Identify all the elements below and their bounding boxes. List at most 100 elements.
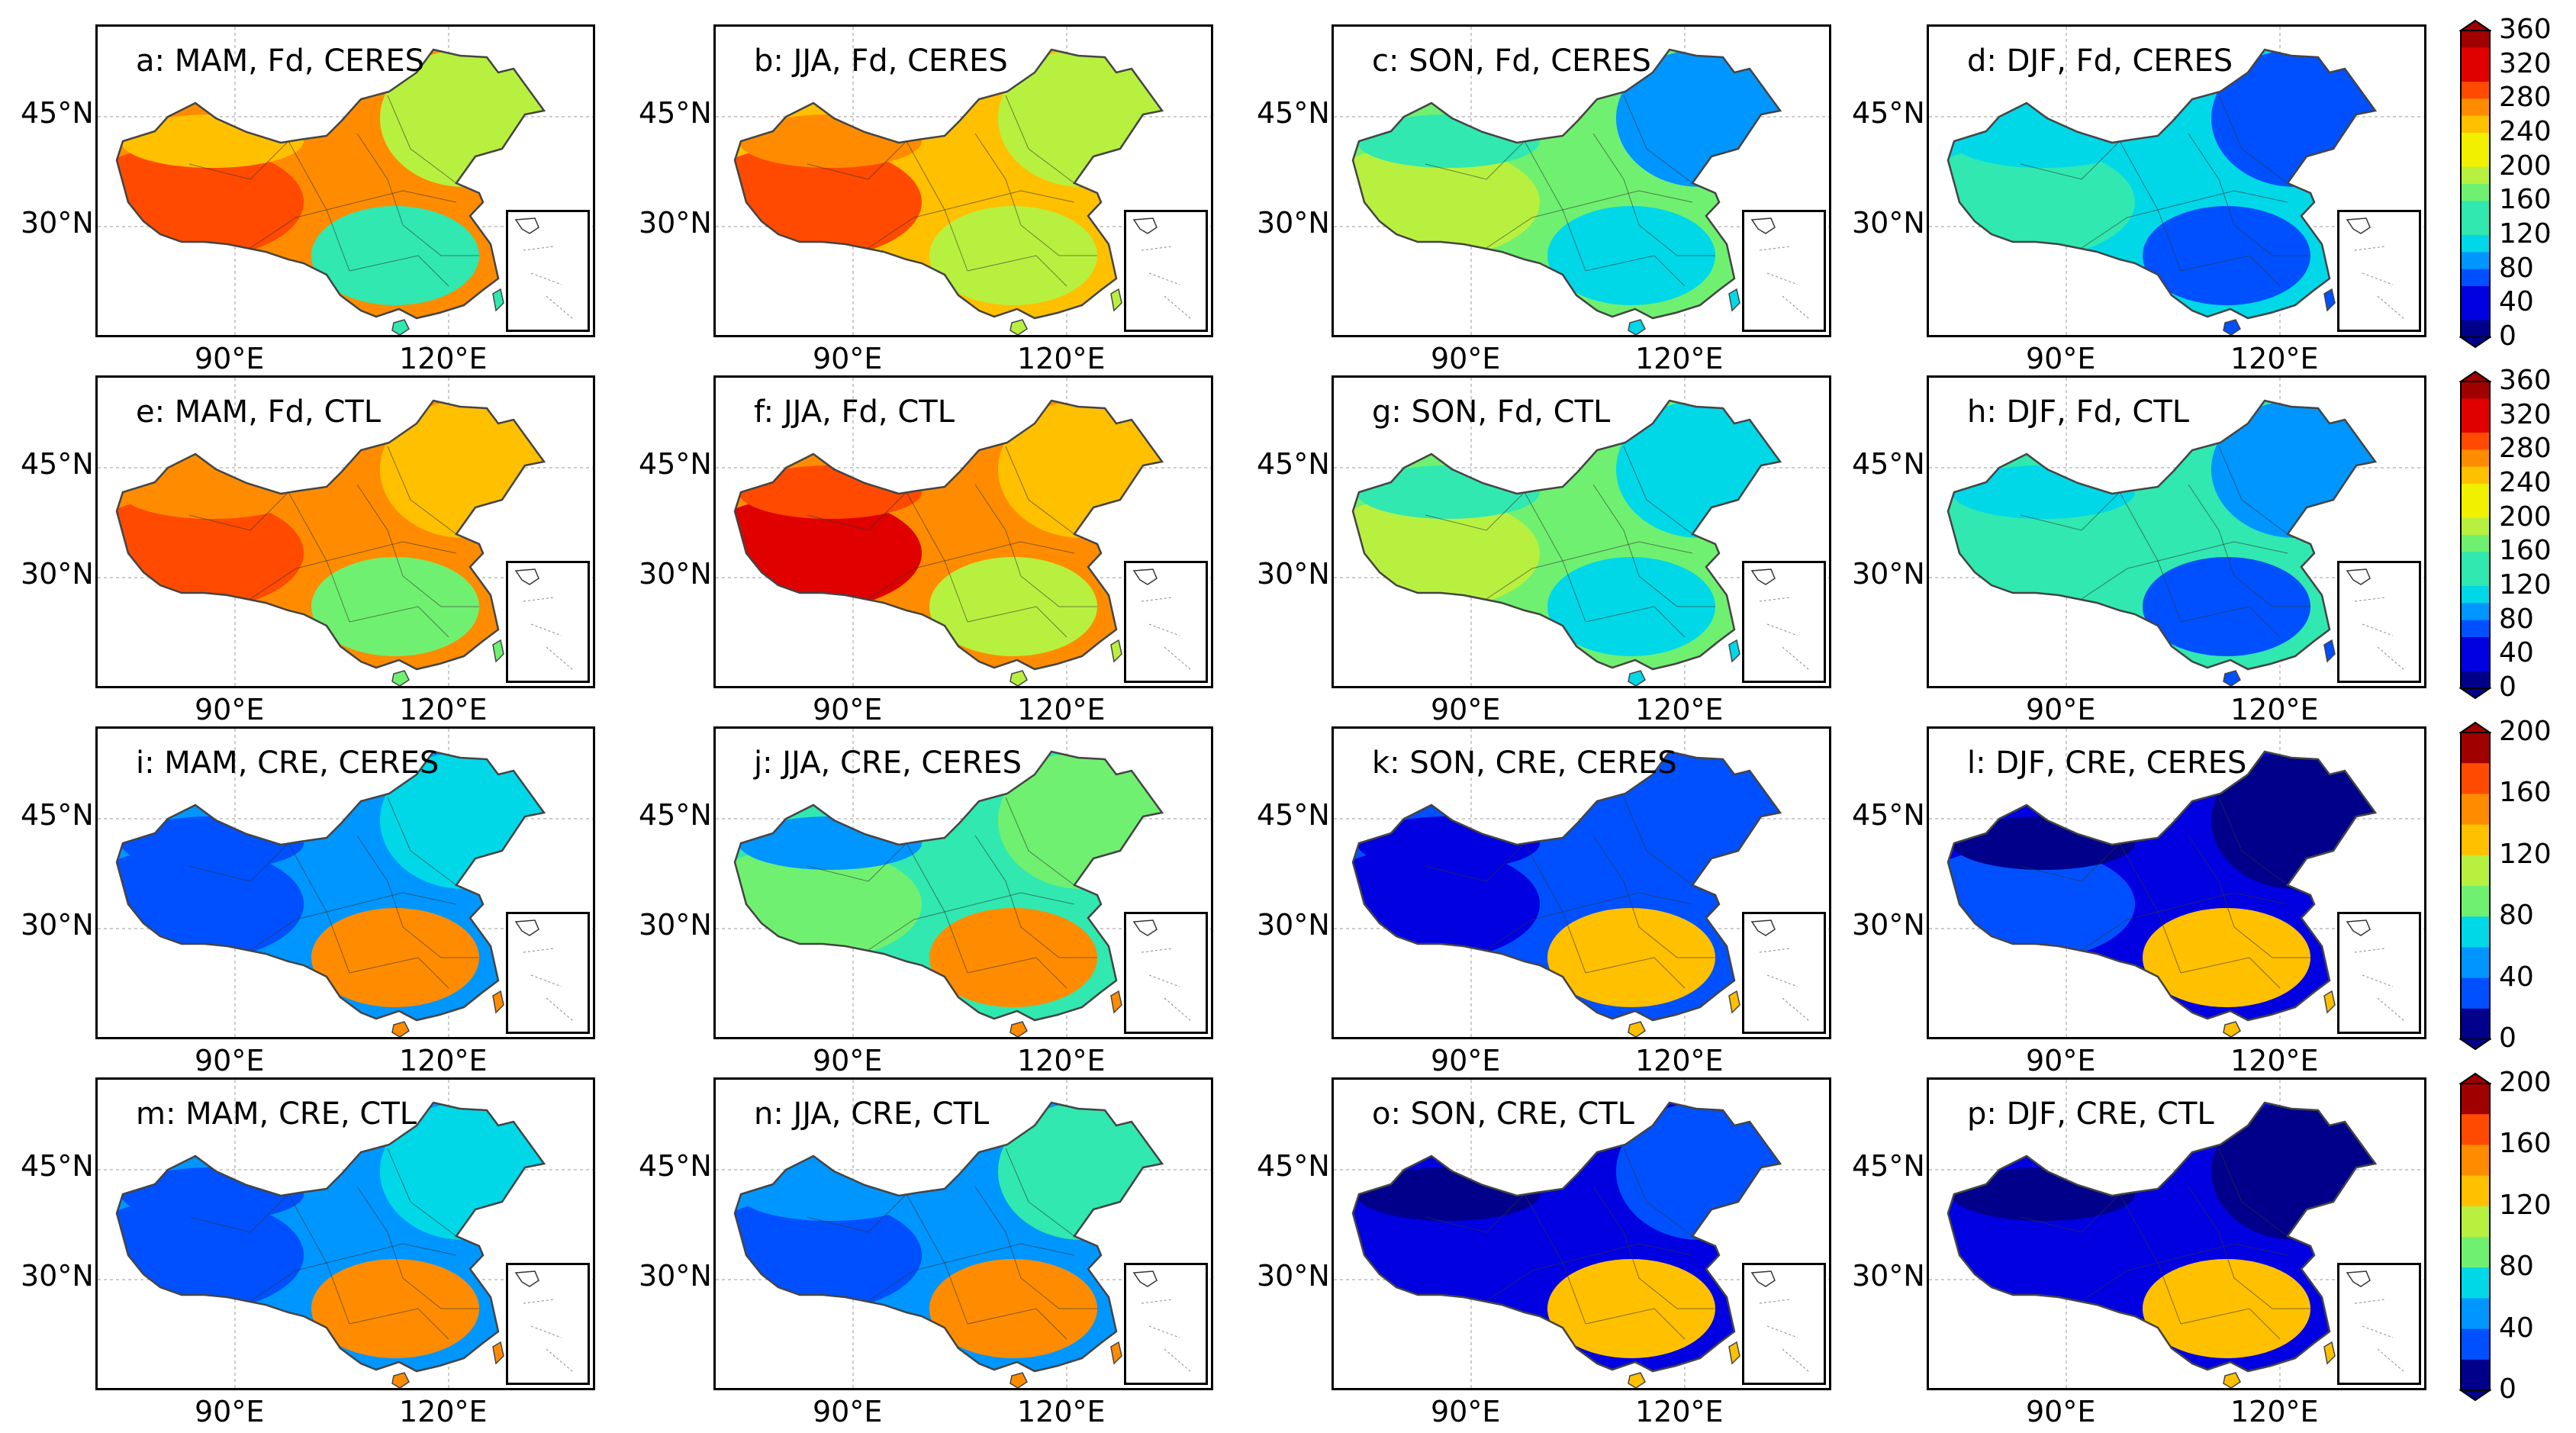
map-panel: f: JJA, Fd, CTL — [713, 375, 1213, 688]
colorbar-tick-label: 160 — [2499, 535, 2552, 567]
china-map — [1929, 378, 2424, 686]
colorbar-tick-label: 200 — [2499, 501, 2552, 533]
panel-title: e: MAM, Fd, CTL — [136, 394, 382, 430]
lat-tick-label: 30°N — [21, 1259, 94, 1293]
lat-tick-label: 30°N — [1852, 1259, 1925, 1293]
lat-tick-label: 30°N — [639, 908, 712, 942]
china-map — [1334, 27, 1829, 335]
lat-tick-label: 30°N — [1852, 206, 1925, 240]
lat-tick-label: 45°N — [639, 447, 712, 481]
lon-tick-label: 90°E — [2026, 1395, 2096, 1428]
lat-tick-label: 45°N — [21, 798, 94, 832]
china-map — [1929, 729, 2424, 1037]
china-map — [716, 378, 1211, 686]
lat-tick-label: 45°N — [1257, 798, 1330, 832]
china-map — [98, 27, 593, 335]
map-panel: h: DJF, Fd, CTL — [1927, 375, 2426, 688]
lon-tick-label: 120°E — [399, 342, 488, 375]
map-panel: m: MAM, CRE, CTL — [95, 1077, 595, 1390]
lon-tick-label: 90°E — [2026, 693, 2096, 726]
colorbar-tick-label: 120 — [2499, 1189, 2552, 1221]
panel-title: m: MAM, CRE, CTL — [136, 1096, 417, 1132]
lon-tick-label: 120°E — [2230, 1044, 2319, 1077]
south-china-sea-inset — [1124, 210, 1208, 332]
map-panel: c: SON, Fd, CERES — [1331, 24, 1831, 337]
lat-tick-label: 30°N — [1852, 557, 1925, 591]
colorbar-tick-label: 40 — [2499, 1312, 2534, 1344]
colorbar-tick-label: 0 — [2499, 671, 2516, 703]
china-map — [1929, 27, 2424, 335]
colorbar — [2459, 1072, 2491, 1402]
south-china-sea-inset — [1124, 1263, 1208, 1385]
lat-tick-label: 45°N — [1852, 1149, 1925, 1183]
south-china-sea-inset — [506, 912, 590, 1034]
china-map — [98, 1080, 593, 1388]
lat-tick-label: 30°N — [1257, 908, 1330, 942]
colorbar-tick-label: 120 — [2499, 569, 2552, 601]
colorbar-tick-label: 280 — [2499, 433, 2552, 465]
colorbar-tick-label: 160 — [2499, 184, 2552, 216]
panel-title: o: SON, CRE, CTL — [1372, 1096, 1634, 1132]
lon-tick-label: 120°E — [1635, 342, 1724, 375]
panel-title: j: JJA, CRE, CERES — [754, 745, 1022, 781]
south-china-sea-inset — [1124, 561, 1208, 683]
colorbar-tick-label: 240 — [2499, 467, 2552, 498]
south-china-sea-inset — [2337, 912, 2421, 1034]
lat-tick-label: 30°N — [639, 557, 712, 591]
colorbar-tick-label: 360 — [2499, 14, 2552, 45]
lon-tick-label: 90°E — [813, 342, 883, 375]
panel-title: p: DJF, CRE, CTL — [1967, 1096, 2214, 1132]
colorbar-tick-label: 240 — [2499, 116, 2552, 147]
lon-tick-label: 90°E — [1431, 1395, 1501, 1428]
map-panel: a: MAM, Fd, CERES — [95, 24, 595, 337]
lon-tick-label: 120°E — [1635, 693, 1724, 726]
panel-title: g: SON, Fd, CTL — [1372, 394, 1611, 430]
lat-tick-label: 45°N — [21, 96, 94, 130]
lat-tick-label: 30°N — [1257, 557, 1330, 591]
china-map — [716, 27, 1211, 335]
lon-tick-label: 90°E — [1431, 1044, 1501, 1077]
china-map — [716, 729, 1211, 1037]
lon-tick-label: 120°E — [2230, 693, 2319, 726]
lon-tick-label: 90°E — [2026, 1044, 2096, 1077]
colorbar-tick-label: 80 — [2499, 900, 2534, 932]
lat-tick-label: 30°N — [21, 908, 94, 942]
colorbar — [2459, 19, 2491, 349]
south-china-sea-inset — [506, 1263, 590, 1385]
lat-tick-label: 30°N — [21, 206, 94, 240]
panel-title: b: JJA, Fd, CERES — [754, 43, 1008, 79]
lat-tick-label: 45°N — [1257, 1149, 1330, 1183]
colorbar-tick-label: 200 — [2499, 1067, 2552, 1098]
lon-tick-label: 90°E — [195, 342, 265, 375]
colorbar-tick-label: 40 — [2499, 961, 2534, 993]
china-map — [716, 1080, 1211, 1388]
colorbar-tick-label: 160 — [2499, 777, 2552, 809]
lon-tick-label: 90°E — [2026, 342, 2096, 375]
colorbar-tick-label: 0 — [2499, 320, 2516, 352]
lon-tick-label: 90°E — [195, 1395, 265, 1428]
lon-tick-label: 120°E — [1017, 342, 1106, 375]
lon-tick-label: 120°E — [1017, 1395, 1106, 1428]
colorbar-tick-label: 360 — [2499, 365, 2552, 396]
colorbar-tick-label: 80 — [2499, 603, 2534, 635]
south-china-sea-inset — [1124, 912, 1208, 1034]
colorbar-tick-label: 0 — [2499, 1022, 2516, 1054]
panel-title: n: JJA, CRE, CTL — [754, 1096, 990, 1132]
lon-tick-label: 120°E — [1017, 1044, 1106, 1077]
colorbar — [2459, 370, 2491, 700]
lon-tick-label: 90°E — [1431, 693, 1501, 726]
lat-tick-label: 45°N — [1257, 447, 1330, 481]
colorbar-tick-label: 80 — [2499, 1251, 2534, 1283]
south-china-sea-inset — [1742, 210, 1826, 332]
panel-title: f: JJA, Fd, CTL — [754, 394, 955, 430]
colorbar-tick-label: 120 — [2499, 218, 2552, 250]
panel-title: a: MAM, Fd, CERES — [136, 43, 425, 79]
lat-tick-label: 30°N — [639, 1259, 712, 1293]
lon-tick-label: 120°E — [1017, 693, 1106, 726]
colorbar-tick-label: 200 — [2499, 716, 2552, 747]
colorbar-tick-label: 40 — [2499, 286, 2534, 318]
lon-tick-label: 90°E — [813, 1044, 883, 1077]
lat-tick-label: 30°N — [639, 206, 712, 240]
map-panel: l: DJF, CRE, CERES — [1927, 726, 2426, 1039]
south-china-sea-inset — [1742, 1263, 1826, 1385]
